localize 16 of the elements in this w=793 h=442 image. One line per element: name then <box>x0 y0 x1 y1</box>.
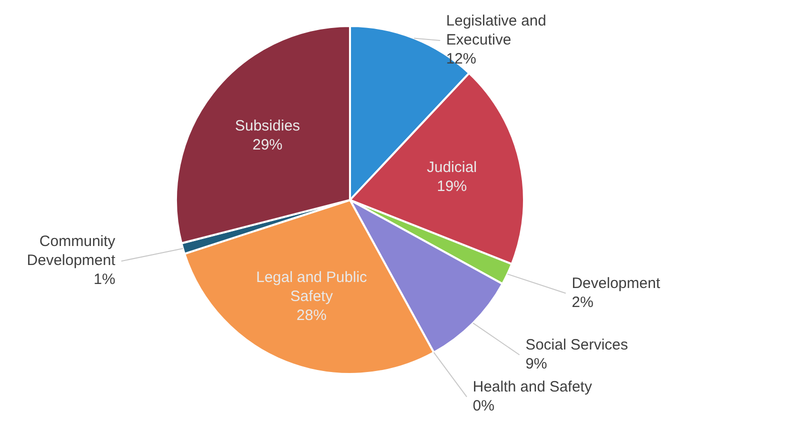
data-label: 28% <box>296 307 327 324</box>
data-label: 19% <box>436 178 467 195</box>
slice-label: Legal and Public Safety <box>256 269 368 306</box>
slice-label: Subsidies <box>234 118 300 135</box>
data-label: 12% <box>446 50 476 68</box>
slice-label: Judicial <box>426 158 477 176</box>
slice-label: Community Development <box>26 233 116 270</box>
data-label: 2% <box>572 294 594 311</box>
data-label: 1% <box>94 271 116 288</box>
slice-label: Development <box>572 274 661 292</box>
text: 0% <box>472 397 494 414</box>
slice-label: Legislative and Executive <box>446 12 546 49</box>
data-label: 9% <box>525 355 548 372</box>
data-label: 29% <box>252 136 283 154</box>
slice-label: Social Services <box>525 336 628 354</box>
category-label: Health and Safety <box>472 378 592 396</box>
